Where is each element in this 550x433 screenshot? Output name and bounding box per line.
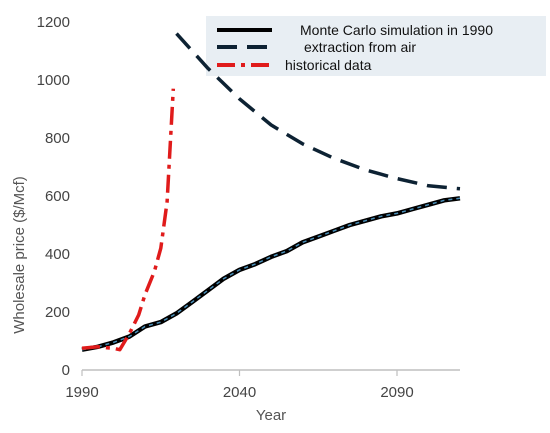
legend-label: Monte Carlo simulation in 1990 bbox=[300, 22, 493, 38]
y-tick-label: 0 bbox=[62, 362, 70, 379]
y-tick-label: 1200 bbox=[37, 14, 70, 31]
legend-label: historical data bbox=[285, 57, 372, 73]
x-tick-label: 2090 bbox=[380, 384, 413, 401]
series-line-2 bbox=[175, 32, 461, 191]
x-tick-label: 2040 bbox=[223, 384, 256, 401]
y-tick-label: 1000 bbox=[37, 72, 70, 89]
series-line-3 bbox=[81, 88, 176, 352]
legend-label: extraction from air bbox=[304, 39, 416, 55]
x-axis-title: Year bbox=[256, 407, 286, 424]
y-axis-title: Wholesale price ($/Mcf) bbox=[11, 176, 28, 334]
series-line-1 bbox=[81, 196, 461, 352]
y-tick-label: 600 bbox=[45, 188, 70, 205]
x-tick-label: 1990 bbox=[65, 384, 98, 401]
y-tick-label: 800 bbox=[45, 130, 70, 147]
series-line-1-overlay bbox=[81, 197, 461, 351]
y-tick-label: 400 bbox=[45, 246, 70, 263]
y-tick-label: 200 bbox=[45, 304, 70, 321]
